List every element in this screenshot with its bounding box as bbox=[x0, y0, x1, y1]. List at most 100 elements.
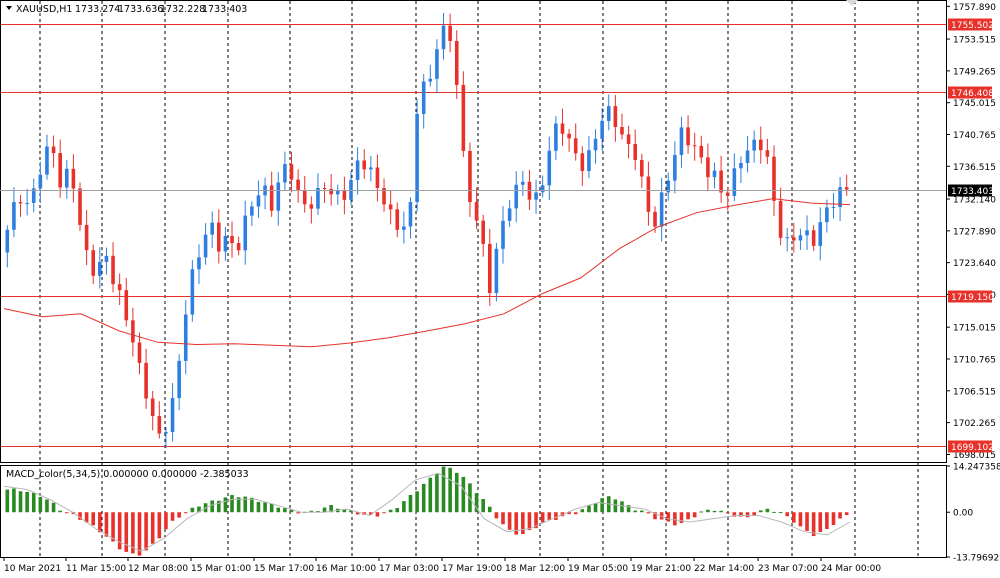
candle-body[interactable] bbox=[38, 174, 43, 189]
candle-body[interactable] bbox=[474, 202, 479, 221]
candle-body[interactable] bbox=[395, 209, 400, 230]
candle-body[interactable] bbox=[421, 81, 426, 114]
candle-body[interactable] bbox=[190, 269, 195, 315]
candle-body[interactable] bbox=[164, 431, 168, 434]
candle-body[interactable] bbox=[547, 150, 552, 186]
symbol-menu-icon[interactable] bbox=[6, 6, 12, 10]
candle-body[interactable] bbox=[507, 208, 512, 221]
candle-body[interactable] bbox=[31, 188, 36, 203]
candle-body[interactable] bbox=[725, 192, 730, 196]
candle-body[interactable] bbox=[580, 153, 585, 171]
candle-body[interactable] bbox=[111, 255, 115, 285]
candle-body[interactable] bbox=[745, 150, 750, 163]
candle-body[interactable] bbox=[316, 187, 320, 209]
candle-body[interactable] bbox=[144, 362, 148, 399]
candle-body[interactable] bbox=[98, 261, 102, 276]
candle-body[interactable] bbox=[798, 235, 803, 241]
candle-body[interactable] bbox=[752, 139, 756, 151]
candle-body[interactable] bbox=[342, 191, 347, 200]
candle-body[interactable] bbox=[84, 224, 89, 251]
candle-body[interactable] bbox=[435, 49, 439, 79]
candle-body[interactable] bbox=[732, 168, 737, 196]
chart-shift-icon[interactable] bbox=[846, 0, 858, 6]
candle-body[interactable] bbox=[666, 180, 671, 193]
candle-body[interactable] bbox=[197, 257, 201, 270]
candle-body[interactable] bbox=[322, 187, 327, 189]
candle-body[interactable] bbox=[18, 202, 23, 204]
candle-body[interactable] bbox=[25, 202, 29, 204]
candle-body[interactable] bbox=[481, 220, 485, 244]
candle-body[interactable] bbox=[217, 222, 221, 252]
candle-body[interactable] bbox=[633, 143, 637, 160]
candle-body[interactable] bbox=[501, 220, 505, 249]
candle-body[interactable] bbox=[573, 138, 578, 154]
candle-body[interactable] bbox=[673, 154, 677, 181]
candle-body[interactable] bbox=[534, 192, 538, 200]
candle-body[interactable] bbox=[640, 159, 644, 177]
candle-body[interactable] bbox=[441, 25, 446, 50]
candle-body[interactable] bbox=[818, 222, 823, 246]
candle-body[interactable] bbox=[606, 106, 611, 121]
candle-body[interactable] bbox=[454, 40, 459, 85]
candle-body[interactable] bbox=[349, 179, 353, 200]
candle-body[interactable] bbox=[236, 243, 241, 251]
candle-body[interactable] bbox=[45, 146, 49, 175]
candle-body[interactable] bbox=[329, 188, 333, 195]
candle-body[interactable] bbox=[12, 202, 16, 230]
candle-body[interactable] bbox=[309, 204, 314, 209]
candle-body[interactable] bbox=[692, 145, 697, 147]
candle-body[interactable] bbox=[369, 167, 373, 170]
candle-body[interactable] bbox=[210, 222, 214, 235]
candle-body[interactable] bbox=[461, 84, 466, 151]
candle-body[interactable] bbox=[521, 181, 525, 185]
candle-body[interactable] bbox=[487, 243, 492, 293]
candle-body[interactable] bbox=[712, 170, 717, 178]
candle-body[interactable] bbox=[276, 182, 281, 211]
candle-body[interactable] bbox=[659, 192, 664, 227]
candle-body[interactable] bbox=[785, 237, 790, 239]
candle-body[interactable] bbox=[157, 415, 162, 434]
candle-body[interactable] bbox=[719, 170, 723, 193]
candle-body[interactable] bbox=[739, 162, 743, 169]
candle-body[interactable] bbox=[362, 160, 367, 170]
candle-body[interactable] bbox=[428, 78, 433, 82]
candle-body[interactable] bbox=[289, 164, 294, 180]
candle-body[interactable] bbox=[554, 123, 558, 151]
candle-body[interactable] bbox=[838, 187, 842, 208]
candle-body[interactable] bbox=[58, 153, 62, 188]
candle-body[interactable] bbox=[408, 201, 413, 227]
candle-body[interactable] bbox=[468, 150, 472, 203]
candle-body[interactable] bbox=[653, 211, 657, 227]
candles[interactable] bbox=[5, 12, 849, 449]
candle-body[interactable] bbox=[124, 290, 129, 321]
candle-body[interactable] bbox=[335, 191, 340, 195]
candle-body[interactable] bbox=[494, 248, 499, 293]
candle-body[interactable] bbox=[5, 229, 10, 253]
candle-body[interactable] bbox=[587, 150, 591, 171]
candle-body[interactable] bbox=[117, 284, 122, 291]
macd-axis[interactable]: 14.247358 0.00 -13.796926 bbox=[946, 463, 1000, 564]
candle-body[interactable] bbox=[805, 230, 809, 236]
candle-body[interactable] bbox=[758, 139, 763, 151]
candle-body[interactable] bbox=[104, 255, 109, 262]
price-axis[interactable]: 1757.890 1753.515 1749.265 1745.015 1740.765… bbox=[946, 3, 996, 461]
candle-body[interactable] bbox=[137, 342, 142, 363]
candle-body[interactable] bbox=[183, 314, 188, 361]
candle-body[interactable] bbox=[71, 168, 76, 189]
candle-body[interactable] bbox=[765, 150, 770, 157]
candle-body[interactable] bbox=[302, 189, 307, 205]
candle-body[interactable] bbox=[388, 204, 393, 210]
candle-body[interactable] bbox=[626, 134, 631, 144]
candle-body[interactable] bbox=[269, 185, 274, 211]
candle-body[interactable] bbox=[283, 164, 287, 183]
candle-body[interactable] bbox=[131, 320, 135, 343]
candle-body[interactable] bbox=[64, 168, 69, 188]
candle-body[interactable] bbox=[593, 138, 598, 151]
candle-body[interactable] bbox=[686, 127, 690, 146]
candle-body[interactable] bbox=[203, 234, 208, 258]
candle-body[interactable] bbox=[296, 179, 300, 190]
candle-body[interactable] bbox=[91, 250, 96, 276]
candle-body[interactable] bbox=[540, 185, 545, 193]
candle-body[interactable] bbox=[382, 187, 386, 205]
